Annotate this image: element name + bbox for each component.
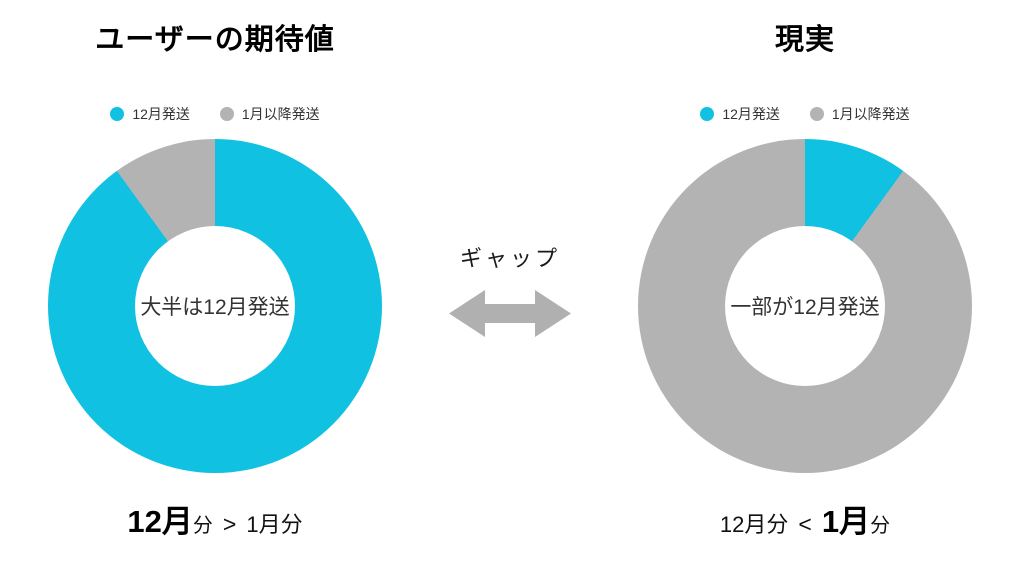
expectation-legend: 12月発送 1月以降発送 bbox=[0, 104, 430, 124]
expectation-caption: 12月 分 > 1月分 bbox=[0, 496, 430, 541]
legend-item-december: 12月発送 bbox=[110, 104, 190, 124]
donut-hole: 一部が12月発送 bbox=[725, 226, 885, 386]
legend-dot-january-icon bbox=[219, 107, 234, 121]
greater-than-sign: > bbox=[222, 511, 237, 537]
reality-title: 現実 bbox=[774, 24, 835, 56]
expectation-panel: ユーザーの期待値 12月発送 1月以降発送 大半は12月発送 12月 分 > 1… bbox=[0, 0, 430, 578]
caption-segment: 1月分 bbox=[246, 512, 303, 537]
reality-center-label: 一部が12月発送 bbox=[730, 296, 880, 319]
caption-segment: 12月分 bbox=[719, 512, 789, 537]
legend-label-december: 12月発送 bbox=[132, 106, 190, 122]
expectation-center-label: 大半は12月発送 bbox=[140, 296, 290, 319]
legend-dot-december-icon bbox=[110, 107, 125, 121]
caption-segment: 1月 bbox=[821, 504, 871, 539]
caption-segment: 分 bbox=[192, 515, 213, 537]
legend-label-january: 1月以降発送 bbox=[831, 106, 910, 122]
legend-item-december: 12月発送 bbox=[700, 104, 780, 124]
legend-item-january: 1月以降発送 bbox=[219, 104, 320, 124]
legend-dot-january-icon bbox=[809, 107, 824, 121]
legend-item-january: 1月以降発送 bbox=[809, 104, 910, 124]
donut-chart-reality: 一部が12月発送 bbox=[638, 139, 972, 473]
legend-dot-december-icon bbox=[700, 107, 715, 121]
expectation-title: ユーザーの期待値 bbox=[95, 24, 335, 56]
reality-caption: 12月分 < 1月 分 bbox=[590, 496, 1020, 541]
reality-panel: 現実 12月発送 1月以降発送 一部が12月発送 12月分 < 1月 分 bbox=[590, 0, 1020, 578]
reality-legend: 12月発送 1月以降発送 bbox=[590, 104, 1020, 124]
less-than-sign: < bbox=[798, 511, 812, 537]
legend-label-january: 1月以降発送 bbox=[241, 106, 320, 122]
caption-segment: 分 bbox=[870, 515, 891, 537]
donut-hole: 大半は12月発送 bbox=[135, 226, 295, 386]
gap-section: ギャップ bbox=[430, 0, 590, 578]
gap-label: ギャップ bbox=[459, 246, 560, 271]
caption-segment: 12月 bbox=[127, 504, 193, 539]
legend-label-december: 12月発送 bbox=[722, 106, 780, 122]
double-arrow-icon bbox=[449, 290, 571, 337]
double-arrow-shape bbox=[449, 290, 571, 337]
donut-chart-expectation: 大半は12月発送 bbox=[48, 139, 382, 473]
